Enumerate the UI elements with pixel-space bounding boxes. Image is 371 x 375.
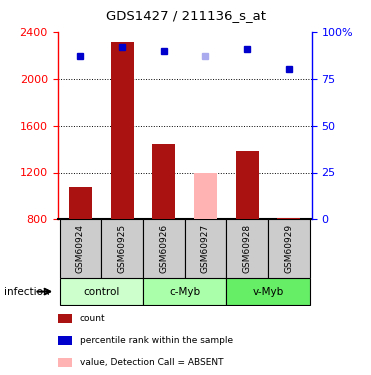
Text: c-Myb: c-Myb [169, 286, 200, 297]
FancyBboxPatch shape [226, 278, 309, 305]
FancyBboxPatch shape [143, 278, 226, 305]
Text: GSM60929: GSM60929 [284, 224, 293, 273]
Text: GSM60927: GSM60927 [201, 224, 210, 273]
Text: GSM60926: GSM60926 [159, 224, 168, 273]
FancyBboxPatch shape [268, 219, 309, 278]
FancyBboxPatch shape [60, 219, 101, 278]
Bar [69, 187, 92, 219]
Text: GSM60925: GSM60925 [118, 224, 127, 273]
Bar [111, 42, 134, 219]
Text: count: count [80, 314, 105, 323]
Text: percentile rank within the sample: percentile rank within the sample [80, 336, 233, 345]
Bar [152, 144, 175, 219]
FancyBboxPatch shape [143, 219, 185, 278]
Text: v-Myb: v-Myb [252, 286, 283, 297]
Text: GDS1427 / 211136_s_at: GDS1427 / 211136_s_at [105, 9, 266, 22]
Text: GSM60928: GSM60928 [243, 224, 252, 273]
FancyBboxPatch shape [60, 278, 143, 305]
Text: control: control [83, 286, 119, 297]
Text: GSM60924: GSM60924 [76, 224, 85, 273]
Text: infection: infection [4, 286, 49, 297]
Text: value, Detection Call = ABSENT: value, Detection Call = ABSENT [80, 358, 223, 367]
FancyBboxPatch shape [185, 219, 226, 278]
Bar [277, 218, 300, 219]
FancyBboxPatch shape [101, 219, 143, 278]
Bar [194, 172, 217, 219]
FancyBboxPatch shape [226, 219, 268, 278]
Bar [236, 152, 259, 219]
